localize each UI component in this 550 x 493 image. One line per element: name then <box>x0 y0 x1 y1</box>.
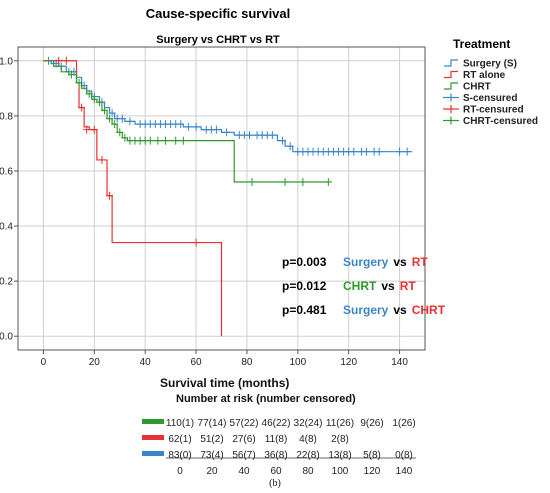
risk-cell: 4(8) <box>299 434 317 445</box>
risk-cell: 32(24) <box>294 418 323 429</box>
risk-cell: 77(14) <box>198 418 227 429</box>
legend: Treatment Surgery (S)RT aloneCHRTS-censu… <box>443 37 538 127</box>
legend-label: RT-censured <box>463 105 524 116</box>
plot-frame <box>17 46 426 351</box>
series <box>43 56 413 337</box>
legend-item: CHRT <box>444 82 491 93</box>
risk-cell: 9(26) <box>360 418 383 429</box>
y-tick-label: 0.2 <box>0 277 13 288</box>
y-tick-label: 1.0 <box>0 56 13 67</box>
comparison-group-b: CHRT <box>412 303 446 317</box>
legend-step-swatch <box>444 82 458 90</box>
risk-time-label: 20 <box>206 466 218 477</box>
legend-label: S-censured <box>463 93 517 104</box>
p-value-annotation: p=0.481 Surgery vs CHRT <box>282 303 446 317</box>
legend-label: RT alone <box>463 70 506 81</box>
survival-curve-3 <box>43 60 331 183</box>
legend-item: S-censured <box>443 93 517 104</box>
comparison-group-b: RT <box>412 255 429 269</box>
x-tick-label: 140 <box>391 357 408 368</box>
comparison-vs: vs <box>393 255 407 269</box>
p-value-annotation: p=0.003 Surgery vs RT <box>282 255 428 269</box>
legend-label: CHRT <box>463 82 491 93</box>
risk-cell: 0(8) <box>395 450 413 461</box>
chart-subtitle: Surgery vs CHRT vs RT <box>156 34 280 46</box>
risk-time-label: 140 <box>396 466 413 477</box>
risk-cell: 73(4) <box>200 450 223 461</box>
y-tick-label: 0.6 <box>0 166 13 177</box>
risk-cell: 62(1) <box>168 434 191 445</box>
risk-cell: 27(6) <box>232 434 255 445</box>
x-tick-label: 40 <box>140 357 152 368</box>
series-group <box>43 56 413 156</box>
risk-time-label: 0 <box>177 466 183 477</box>
risk-time-label: 40 <box>238 466 250 477</box>
risk-time-label: 80 <box>302 466 314 477</box>
x-tick-label: 60 <box>191 357 203 368</box>
risk-cell: 57(22) <box>230 418 259 429</box>
comparison-group-a: CHRT <box>343 279 377 293</box>
legend-item: RT alone <box>444 70 506 81</box>
risk-time-label: 100 <box>332 466 349 477</box>
risk-cell: 2(8) <box>331 434 349 445</box>
chart-title: Cause-specific survival <box>146 6 291 21</box>
risk-cell: 11(26) <box>326 418 354 429</box>
legend-step-swatch <box>444 70 458 79</box>
legend-label: Surgery (S) <box>463 59 517 70</box>
risk-cell: 46(22) <box>262 418 291 429</box>
risk-cell: 11(8) <box>265 434 288 445</box>
grid <box>18 47 425 350</box>
risk-table: 110(1) 77(14) 57(22) 46(22) 32(24) 11(26) 9(26… <box>142 418 416 477</box>
risk-table-title: Number at risk (number censored) <box>176 393 356 405</box>
risk-cell: 5(8) <box>363 450 381 461</box>
risk-time-label: 60 <box>270 466 282 477</box>
y-tick-label: 0.4 <box>0 222 13 233</box>
comparison-vs: vs <box>393 303 407 317</box>
x-tick-label: 80 <box>241 357 253 368</box>
x-tick-label: 20 <box>89 357 101 368</box>
risk-cell: 83(0) <box>168 450 191 461</box>
y-tick-label: 0.8 <box>0 111 13 122</box>
series-group <box>43 56 223 337</box>
x-tick-label: 0 <box>41 357 47 368</box>
risk-cell: 110(1) <box>166 418 194 429</box>
x-axis-label: Survival time (months) <box>160 376 289 390</box>
risk-cell: 13(8) <box>328 450 351 461</box>
legend-step-swatch <box>444 59 458 67</box>
survival-curve-1 <box>43 60 413 153</box>
risk-cell: 51(2) <box>200 434 223 445</box>
legend-item: Surgery (S) <box>444 59 517 70</box>
risk-cell: 36(8) <box>264 450 287 461</box>
p-value: p=0.481 <box>282 303 327 317</box>
risk-row-swatch <box>142 435 164 440</box>
legend-item: CHRT-censured <box>443 116 538 127</box>
comparison-group-a: Surgery <box>343 255 389 269</box>
comparison-group-a: Surgery <box>343 303 389 317</box>
series-group <box>43 60 332 186</box>
risk-cell: 22(8) <box>296 450 319 461</box>
comparison-vs: vs <box>381 279 395 293</box>
comparison-group-b: RT <box>400 279 417 293</box>
p-value: p=0.012 <box>282 279 327 293</box>
p-values: p=0.003 Surgery vs RT p=0.012 CHRT vs RT p=0.481… <box>282 255 446 317</box>
p-value-annotation: p=0.012 CHRT vs RT <box>282 279 416 293</box>
risk-cell: 1(26) <box>392 418 415 429</box>
y-tick-label: 0.0 <box>0 332 13 343</box>
risk-row-swatch <box>142 451 164 456</box>
risk-cell: 56(7) <box>232 450 255 461</box>
axes: 0 20 40 60 80 100 120 140 0.0 0.2 0.4 0.6 0.8 1.0 <box>0 56 408 368</box>
figure-caption: (b) <box>269 478 281 489</box>
p-value: p=0.003 <box>282 255 327 269</box>
x-tick-label: 100 <box>289 357 306 368</box>
x-tick-label: 120 <box>340 357 357 368</box>
legend-label: CHRT-censured <box>463 116 538 127</box>
risk-row-swatch <box>142 419 164 424</box>
survival-curve-2 <box>43 60 223 337</box>
legend-item: RT-censured <box>443 105 524 116</box>
legend-title: Treatment <box>453 37 510 51</box>
risk-time-label: 120 <box>364 466 381 477</box>
